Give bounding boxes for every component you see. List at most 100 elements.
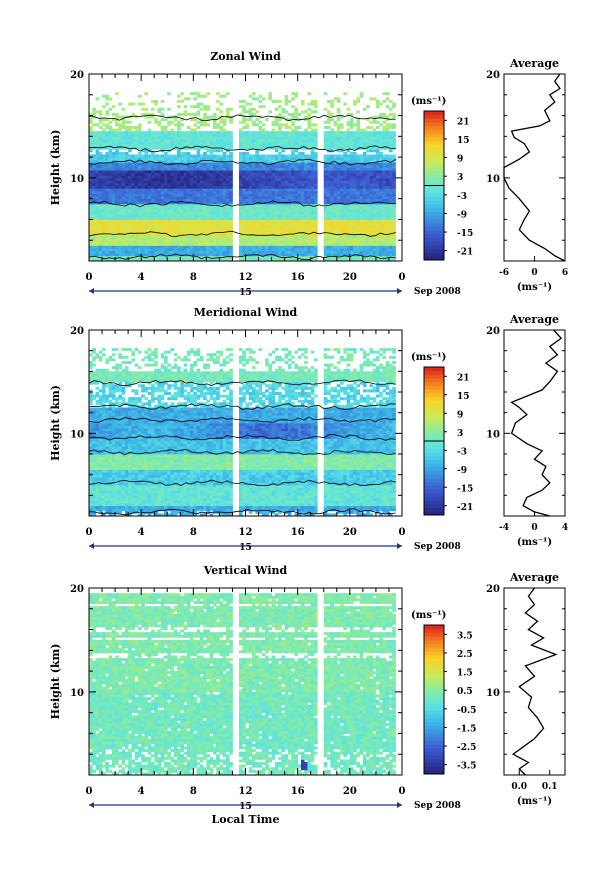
heatmap-cell [337, 209, 341, 212]
heatmap-cell [356, 206, 360, 209]
colorbar-segment [424, 193, 444, 197]
heatmap-cell [122, 227, 126, 230]
heatmap-cell [376, 165, 380, 168]
heatmap-cell [239, 212, 243, 215]
heatmap-cell [268, 188, 272, 191]
heatmap-cell [382, 251, 386, 254]
heatmap-cell [386, 136, 390, 139]
heatmap-cell [314, 129, 318, 132]
heatmap-cell [353, 188, 357, 191]
heatmap-cell [148, 191, 152, 194]
heatmap-cell [174, 183, 178, 186]
heatmap-cell [164, 131, 168, 134]
heatmap-cell [187, 160, 191, 163]
heatmap-cell [294, 131, 298, 134]
heatmap-cell [141, 131, 145, 134]
heatmap-cell [301, 206, 305, 209]
heatmap-cell [291, 199, 295, 202]
heatmap-cell [360, 248, 364, 251]
heatmap-cell [376, 175, 380, 178]
heatmap-cell [109, 225, 113, 228]
heatmap-cell [177, 149, 181, 152]
heatmap-cell [281, 142, 285, 145]
heatmap-cell [203, 201, 207, 204]
heatmap-cell [298, 191, 302, 194]
heatmap-cell [141, 217, 145, 220]
heatmap-cell [298, 212, 302, 215]
heatmap-cell [171, 206, 175, 209]
heatmap-cell [363, 168, 367, 171]
heatmap-cell [278, 123, 282, 126]
heatmap-cell [259, 217, 263, 220]
heatmap-cell [252, 256, 256, 259]
heatmap-cell [337, 142, 341, 145]
heatmap-cell [373, 155, 377, 158]
heatmap-cell [210, 240, 214, 243]
heatmap-cell [272, 240, 276, 243]
heatmap-cell [210, 134, 214, 137]
heatmap-cell [229, 173, 233, 176]
heatmap-cell [265, 245, 269, 248]
heatmap-cell [294, 116, 298, 119]
heatmap-cell [356, 157, 360, 160]
heatmap-cell [144, 92, 148, 95]
heatmap-cell [174, 170, 178, 173]
heatmap-cell [288, 204, 292, 207]
heatmap-cell [105, 113, 109, 116]
heatmap-cell [197, 243, 201, 246]
heatmap-cell [314, 110, 318, 113]
heatmap-cell [135, 245, 139, 248]
heatmap-cell [265, 248, 269, 251]
heatmap-cell [190, 175, 194, 178]
heatmap-cell [376, 178, 380, 181]
heatmap-cell [239, 155, 243, 158]
heatmap-cell [193, 105, 197, 108]
heatmap-cell [382, 126, 386, 129]
heatmap-cell [96, 180, 100, 183]
heatmap-cell [259, 155, 263, 158]
heatmap-cell [275, 238, 279, 241]
heatmap-cell [229, 144, 233, 147]
heatmap-cell [213, 165, 217, 168]
heatmap-cell [314, 103, 318, 106]
heatmap-cell [200, 222, 204, 225]
heatmap-cell [96, 186, 100, 189]
heatmap-cell [128, 149, 132, 152]
heatmap-cell [171, 222, 175, 225]
heatmap-cell [379, 113, 383, 116]
heatmap-cell [203, 219, 207, 222]
heatmap-cell [167, 206, 171, 209]
heatmap-cell [294, 214, 298, 217]
heatmap-cell [193, 134, 197, 137]
heatmap-cell [219, 170, 223, 173]
heatmap-cell [112, 235, 116, 238]
heatmap-cell [144, 251, 148, 254]
heatmap-cell [184, 212, 188, 215]
heatmap-cell [246, 222, 250, 225]
heatmap-cell [259, 209, 263, 212]
heatmap-cell [118, 235, 122, 238]
heatmap-cell [343, 168, 347, 171]
heatmap-cell [340, 212, 344, 215]
heatmap-cell [272, 212, 276, 215]
heatmap-cell [249, 108, 253, 111]
heatmap-cell [242, 225, 246, 228]
heatmap-cell [109, 199, 113, 202]
heatmap-cell [272, 209, 276, 212]
heatmap-cell [334, 157, 338, 160]
heatmap-cell [138, 227, 142, 230]
heatmap-cell [255, 243, 259, 246]
heatmap-cell [301, 131, 305, 134]
heatmap-cell [373, 199, 377, 202]
heatmap-cell [311, 173, 315, 176]
heatmap-cell [389, 178, 393, 181]
heatmap-cell [285, 188, 289, 191]
heatmap-cell [99, 160, 103, 163]
heatmap-cell [294, 186, 298, 189]
heatmap-cell [96, 152, 100, 155]
heatmap-cell [314, 157, 318, 160]
heatmap-cell [223, 209, 227, 212]
heatmap-cell [363, 222, 367, 225]
heatmap-cell [392, 196, 396, 199]
heatmap-cell [275, 136, 279, 139]
